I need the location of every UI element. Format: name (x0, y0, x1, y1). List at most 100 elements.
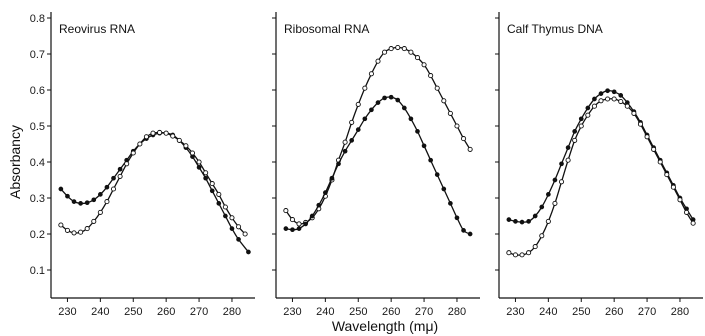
data-point (216, 191, 222, 197)
x-tick-label: 250 (572, 306, 590, 318)
data-point (235, 224, 242, 230)
data-point (467, 231, 473, 237)
data-point (91, 197, 97, 203)
data-point (605, 88, 610, 94)
data-point (578, 116, 584, 122)
y-tick-label: 0.8 (30, 13, 45, 25)
panel-calf-thymus-dna: 230 240 250 260 270 280 Calf Thymus DNA (495, 12, 703, 318)
data-point (117, 173, 123, 179)
data-point (428, 157, 433, 163)
data-point (618, 98, 624, 105)
data-point (545, 218, 551, 224)
data-point (559, 161, 564, 167)
data-point (637, 121, 644, 127)
data-point (342, 148, 348, 154)
data-point (506, 250, 512, 256)
series-open-calf-thymus-dna (506, 96, 696, 258)
series-line (508, 98, 694, 256)
x-tick-label: 280 (223, 306, 241, 318)
data-point (316, 202, 322, 208)
data-point (461, 228, 466, 233)
data-point (454, 215, 460, 221)
x-axis-title: Wavelength (mμ) (332, 318, 438, 334)
data-point (670, 184, 676, 190)
data-point (408, 49, 414, 55)
data-point (539, 204, 545, 210)
data-point (532, 244, 538, 250)
data-point (532, 213, 538, 219)
x-tick-label: 230 (58, 306, 76, 318)
data-point (283, 208, 289, 214)
data-point (546, 192, 551, 197)
series-filled-ribosomal-rna (283, 94, 473, 237)
x-tick-label: 240 (539, 306, 557, 318)
data-point (454, 123, 460, 129)
data-point (84, 226, 90, 232)
data-point (428, 73, 434, 79)
data-point (222, 204, 228, 210)
data-point (65, 193, 70, 199)
data-point (657, 159, 663, 165)
data-point (203, 170, 209, 176)
data-point (58, 186, 64, 192)
data-point (401, 46, 407, 52)
data-point (84, 200, 90, 206)
data-point (196, 165, 202, 170)
x-tick-label: 280 (448, 306, 466, 318)
data-point (64, 227, 71, 233)
data-point (143, 134, 149, 140)
y-tick-label: 0.3 (30, 193, 45, 205)
data-point (183, 143, 189, 149)
data-point (683, 209, 690, 215)
data-point (71, 230, 77, 236)
data-point (605, 96, 611, 102)
data-point (189, 150, 196, 156)
data-point (91, 218, 97, 224)
panel-reovirus-rna: 0.8 0.7 0.6 0.5 0.4 0.3 0.2 0.1 230 240 250 260 270 2… (30, 12, 255, 318)
data-point (519, 252, 525, 258)
data-point (71, 199, 77, 204)
data-point (283, 226, 289, 231)
data-point (117, 166, 123, 172)
data-point (336, 161, 341, 167)
y-tick-label: 0.4 (30, 157, 45, 169)
data-point (506, 217, 512, 222)
data-point (382, 95, 387, 101)
data-point (296, 221, 302, 227)
data-point (349, 138, 355, 143)
panel-title: Reovirus RNA (59, 22, 135, 36)
data-point (598, 91, 604, 96)
data-point (97, 209, 103, 215)
data-point (130, 150, 136, 156)
data-point (196, 159, 202, 165)
x-tick-label: 240 (316, 306, 334, 318)
data-point (309, 213, 315, 219)
data-point (578, 123, 584, 129)
data-point (467, 146, 473, 152)
data-point (447, 110, 453, 116)
data-point (163, 130, 169, 136)
data-point (104, 184, 110, 190)
data-point (323, 190, 328, 195)
data-point (124, 161, 130, 167)
data-point (110, 186, 117, 192)
data-point (441, 98, 447, 104)
data-point (414, 55, 421, 61)
data-point (111, 175, 116, 181)
panel-title: Calf Thymus DNA (507, 22, 603, 36)
x-tick-label: 250 (124, 306, 142, 318)
data-point (216, 201, 222, 206)
series-line (60, 131, 246, 235)
data-point (303, 221, 308, 227)
data-point (408, 116, 414, 122)
data-point (513, 219, 518, 224)
data-point (421, 143, 427, 149)
x-tick-label: 240 (91, 306, 109, 318)
x-tick-label: 230 (506, 306, 524, 318)
y-tick-label: 0.1 (30, 265, 45, 277)
data-point (401, 105, 407, 111)
series-filled-reovirus-rna (58, 130, 251, 255)
data-point (572, 129, 578, 134)
data-point (651, 146, 657, 152)
